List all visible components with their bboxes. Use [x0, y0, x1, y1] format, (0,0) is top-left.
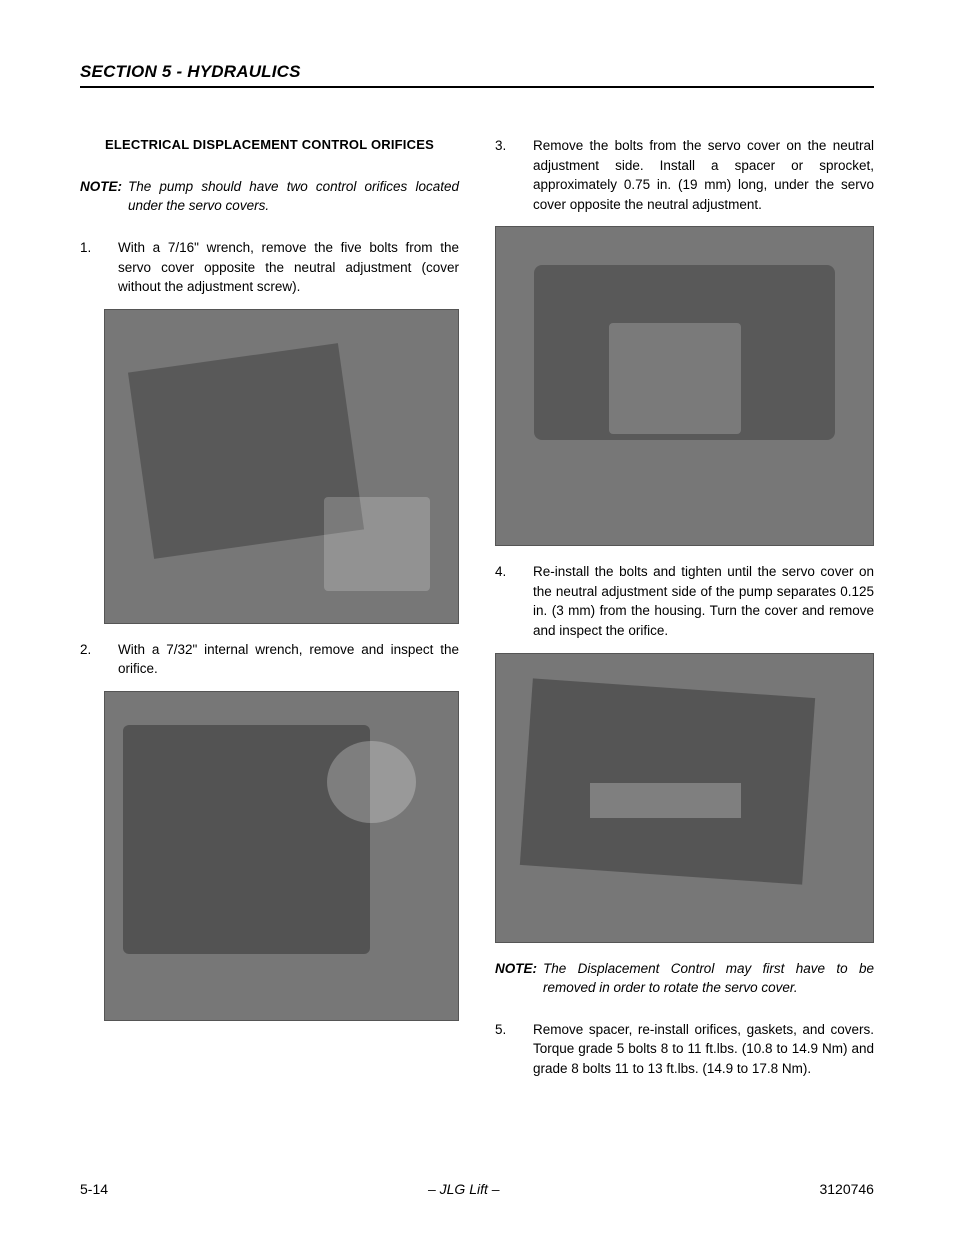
step-1: 1. With a 7/16" wrench, remove the five … [80, 238, 459, 297]
step-text: Remove the bolts from the servo cover on… [533, 136, 874, 214]
step-4: 4. Re-install the bolts and tighten unti… [495, 562, 874, 640]
footer-doc-number: 3120746 [819, 1181, 874, 1197]
section-header: SECTION 5 - HYDRAULICS [80, 62, 874, 88]
step-text: Remove spacer, re-install orifices, gask… [533, 1020, 874, 1079]
step-5: 5. Remove spacer, re-install orifices, g… [495, 1020, 874, 1079]
step-text: With a 7/16" wrench, remove the five bol… [118, 238, 459, 297]
step-number: 4. [495, 562, 533, 640]
right-column: 3. Remove the bolts from the servo cover… [495, 136, 874, 1090]
figure-3 [495, 226, 874, 546]
figure-1 [104, 309, 459, 624]
note-label: NOTE: [80, 177, 128, 216]
page-footer: 5-14 – JLG Lift – 3120746 [80, 1181, 874, 1197]
step-3: 3. Remove the bolts from the servo cover… [495, 136, 874, 214]
note-body: The Displacement Control may first have … [543, 959, 874, 998]
footer-page-number: 5-14 [80, 1181, 108, 1197]
step-number: 1. [80, 238, 118, 297]
step-text: With a 7/32" internal wrench, remove and… [118, 640, 459, 679]
step-number: 2. [80, 640, 118, 679]
note-label: NOTE: [495, 959, 543, 998]
footer-center: – JLG Lift – [428, 1181, 500, 1197]
note-body: The pump should have two control orifice… [128, 177, 459, 216]
content-columns: ELECTRICAL DISPLACEMENT CONTROL ORIFICES… [80, 136, 874, 1090]
step-number: 5. [495, 1020, 533, 1079]
step-2: 2. With a 7/32" internal wrench, remove … [80, 640, 459, 679]
note-block: NOTE: The pump should have two control o… [80, 177, 459, 216]
subheading: ELECTRICAL DISPLACEMENT CONTROL ORIFICES [80, 136, 459, 155]
step-number: 3. [495, 136, 533, 214]
figure-2 [104, 691, 459, 1021]
figure-4 [495, 653, 874, 943]
step-text: Re-install the bolts and tighten until t… [533, 562, 874, 640]
note-block: NOTE: The Displacement Control may first… [495, 959, 874, 998]
left-column: ELECTRICAL DISPLACEMENT CONTROL ORIFICES… [80, 136, 459, 1090]
